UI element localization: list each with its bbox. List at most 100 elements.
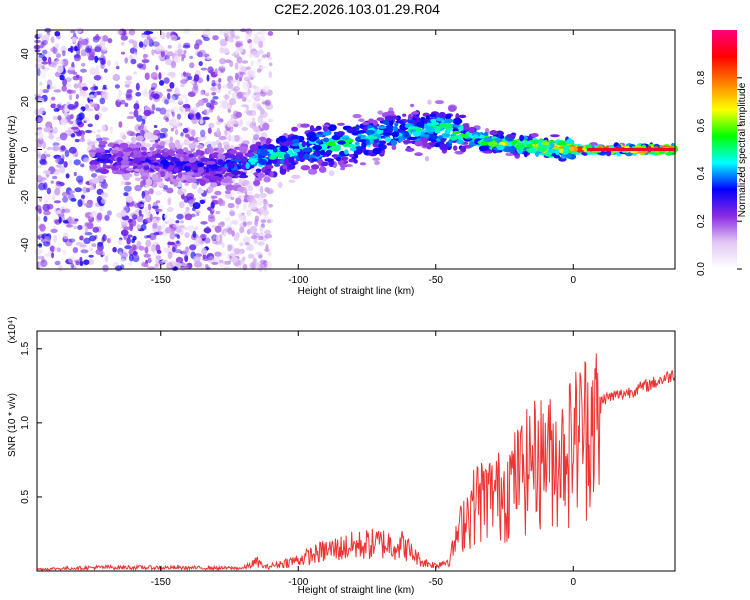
spectrogram-cell <box>54 260 61 266</box>
spectrogram-cell <box>79 242 86 250</box>
figure-title: C2E2.2026.103.01.29.R04 <box>274 1 440 17</box>
spectrogram-cell <box>246 221 253 226</box>
spectrogram-cell <box>199 199 206 204</box>
spectrogram-cell <box>37 97 45 105</box>
spectrogram-cell <box>219 259 224 264</box>
spectrogram-cell <box>219 38 228 47</box>
spectrogram-cell <box>58 165 66 174</box>
spectrogram-cell <box>171 111 175 118</box>
spectrogram-cell <box>83 116 90 122</box>
spectrogram-cell <box>62 50 66 57</box>
spectrogram-cell <box>231 134 236 143</box>
spectrogram-cell <box>185 133 190 138</box>
spectrogram-cell <box>336 156 341 162</box>
spectrogram-cell <box>138 245 145 251</box>
spectrogram-cell <box>427 142 436 146</box>
spectrogram-cell <box>47 128 54 136</box>
spectrogram-cell <box>177 148 184 155</box>
spectrogram-cell <box>151 49 155 56</box>
spectrogram-cell <box>257 58 262 63</box>
spectrogram-cell <box>197 188 205 194</box>
spectrogram-cell <box>132 157 142 164</box>
spectrogram-cell <box>152 173 159 181</box>
spectrogram-cell <box>157 225 162 232</box>
spectrogram-cell <box>322 130 331 136</box>
spectrogram-cell <box>70 198 77 202</box>
spectrogram-cell <box>535 150 540 157</box>
spectrogram-cell <box>408 113 413 121</box>
spectrogram-cell <box>154 153 162 158</box>
spectrogram-cell <box>39 70 47 79</box>
spectrogram-cell <box>195 39 203 46</box>
spectrogram-cell <box>39 223 46 232</box>
spectrogram-cell <box>189 62 195 69</box>
spectrogram-cell <box>155 255 162 260</box>
spectrogram-cell <box>103 149 111 154</box>
spectrogram-cell <box>152 135 159 141</box>
spectrogram-cell <box>412 117 417 121</box>
spectrogram-cell <box>241 126 249 131</box>
spectrogram-cell <box>245 162 250 169</box>
spectrogram-cell <box>198 196 203 200</box>
spectrogram-cell <box>67 89 74 95</box>
spectrogram-cell <box>70 30 76 34</box>
snr-y-ticks: 0.5 1.0 1.5 <box>20 341 42 504</box>
spectrogram-cell <box>238 119 243 128</box>
spectrogram-cell <box>316 158 323 164</box>
spectrogram-cell <box>68 238 76 243</box>
spectrogram-cell <box>245 66 251 70</box>
spectrogram-cell <box>82 186 88 194</box>
spectrogram-cell <box>49 245 55 253</box>
spectrogram-cell <box>114 84 120 89</box>
spectrogram-cell <box>89 101 94 107</box>
spectrogram-cell <box>98 140 108 145</box>
x-tick-label: -100 <box>288 577 308 588</box>
spectrogram-cell <box>107 59 111 67</box>
spectrogram-cell <box>257 235 264 241</box>
spectrogram-cell <box>238 215 245 223</box>
spectrogram-cell <box>155 64 159 71</box>
spectrogram-cell <box>173 180 179 187</box>
spectrogram-cell <box>42 49 48 55</box>
spectrogram-cell <box>231 191 235 196</box>
spectrogram-cell <box>253 36 261 45</box>
spectrogram-cell <box>483 137 494 143</box>
spectrogram-cell <box>80 52 87 57</box>
spectrogram-cell <box>39 88 44 95</box>
spectrogram-cell <box>65 77 72 83</box>
spectrogram-cell <box>407 136 418 140</box>
spectrogram-cell <box>237 186 245 192</box>
y-tick-label: -40 <box>20 237 31 252</box>
spectrogram-cell <box>144 194 152 203</box>
spectrogram-cell <box>234 249 243 256</box>
spectrogram-cell <box>171 106 179 113</box>
spectrogram-cell <box>253 126 260 133</box>
spectrogram-cell <box>135 177 141 182</box>
spectrogram-cell <box>72 71 78 75</box>
spectrogram-cell <box>256 103 262 110</box>
spectrogram-cell <box>182 248 191 257</box>
spectrogram-cell <box>174 129 179 136</box>
spectrogram-cell <box>71 126 79 130</box>
spectrogram-cell <box>223 144 230 151</box>
spectrogram-cell <box>528 147 537 154</box>
spectrogram-cell <box>253 86 261 94</box>
spectrogram-cell <box>195 112 201 120</box>
spectrogram-cell <box>344 149 349 155</box>
spectrogram-cell <box>79 257 83 262</box>
spectrogram-cell <box>57 66 64 74</box>
spectrogram-cell <box>153 129 161 137</box>
spectrogram-cell <box>268 62 273 67</box>
spectrogram-cell <box>172 224 180 228</box>
spectrogram-cell <box>165 117 170 123</box>
spectrogram-cell <box>205 226 211 234</box>
spectrogram-cell <box>515 143 526 150</box>
spectrogram-cell <box>242 179 250 186</box>
spectrogram-cell <box>234 134 243 143</box>
spectrogram-cell <box>132 150 138 155</box>
spectrogram-cell <box>123 185 132 192</box>
spectrogram-cell <box>176 113 182 120</box>
spectrogram-cell <box>453 124 461 128</box>
spectrogram-cell <box>266 189 273 194</box>
spectrogram-cell <box>67 193 75 201</box>
